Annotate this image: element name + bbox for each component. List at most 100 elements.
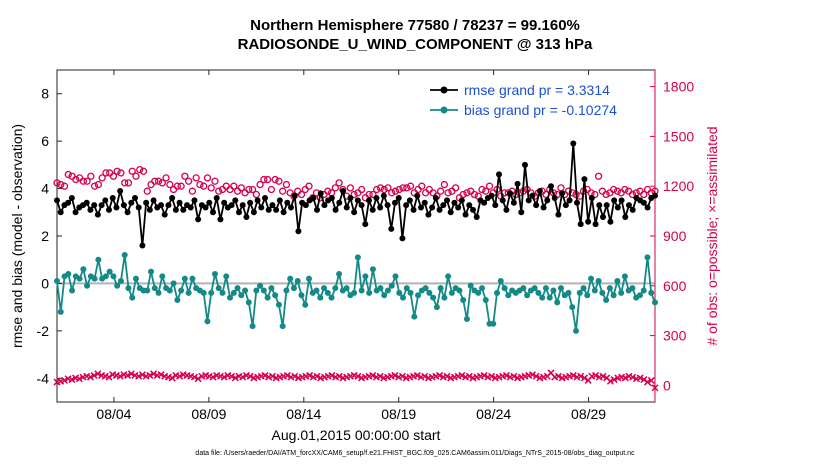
left-tick-label: -2 xyxy=(37,323,50,339)
data-file-footer: data file: /Users/raeder/DAI/ATM_forcXX/… xyxy=(195,450,635,457)
obs-assimilated-point xyxy=(554,372,562,380)
bias-point xyxy=(268,285,275,292)
obs-assimilated-point xyxy=(640,376,648,384)
rmse-point xyxy=(362,221,369,228)
obs-possible-point xyxy=(151,177,159,185)
bias-point xyxy=(467,282,474,289)
obs-possible-point xyxy=(245,185,253,194)
bias-point xyxy=(110,273,117,280)
obs-assimilated-point xyxy=(306,371,314,379)
rmse-point xyxy=(158,202,164,209)
obs-possible-point xyxy=(173,182,182,190)
rmse-point xyxy=(91,202,98,209)
obs-possible-point xyxy=(98,174,106,182)
rmse-point xyxy=(618,197,625,204)
bias-point xyxy=(573,327,580,334)
obs-possible-point xyxy=(263,175,272,184)
chart-title: Northern Hemisphere 77580 / 78237 = 99.1… xyxy=(250,17,580,34)
obs-assimilated-point xyxy=(465,372,473,380)
obs-possible-point xyxy=(369,190,377,199)
right-tick-label: 1800 xyxy=(663,79,694,95)
rmse-point xyxy=(518,209,525,216)
obs-possible-point xyxy=(237,184,245,192)
obs-assimilated-point xyxy=(194,375,202,383)
obs-possible-point xyxy=(459,190,467,199)
bias-point xyxy=(57,308,64,315)
rmse-point xyxy=(291,192,298,199)
obs-assimilated-point xyxy=(146,371,154,379)
obs-assimilated-point xyxy=(369,371,377,379)
rmse-point xyxy=(600,214,606,221)
bias-point xyxy=(253,287,260,294)
bias-point xyxy=(531,285,538,292)
rmse-point xyxy=(124,209,131,216)
rmse-point xyxy=(388,225,395,232)
rmse-point xyxy=(258,204,265,211)
obs-possible-point xyxy=(452,184,460,192)
bias-point xyxy=(324,289,331,296)
obs-possible-point xyxy=(128,167,136,175)
rmse-point xyxy=(529,192,536,199)
obs-assimilated-point xyxy=(135,372,143,380)
rmse-point xyxy=(496,171,502,178)
bias-point xyxy=(392,273,399,280)
rmse-point xyxy=(102,197,109,204)
bias-point xyxy=(501,285,508,292)
bias-point xyxy=(569,304,576,311)
obs-possible-point xyxy=(324,187,332,195)
bias-point xyxy=(125,285,132,292)
obs-possible-point xyxy=(211,177,219,185)
obs-possible-point xyxy=(188,187,197,195)
rmse-point xyxy=(451,199,458,206)
bias-point xyxy=(185,289,192,296)
rmse-point xyxy=(406,197,413,204)
rmse-point xyxy=(332,206,339,213)
obs-assimilated-point xyxy=(90,371,98,379)
obs-possible-point xyxy=(485,182,494,190)
obs-assimilated-point xyxy=(220,373,228,381)
obs-assimilated-point xyxy=(261,371,269,379)
rmse-point xyxy=(195,216,202,223)
obs-possible-point xyxy=(252,190,260,199)
obs-assimilated-point xyxy=(127,370,135,378)
bias-point xyxy=(520,285,527,292)
bias-point xyxy=(441,294,448,301)
obs-possible-point xyxy=(406,182,415,190)
rmse-point xyxy=(481,199,488,206)
rmse-point xyxy=(191,197,198,204)
bias-point xyxy=(257,282,264,289)
obs-possible-point xyxy=(203,174,212,182)
rmse-point xyxy=(603,202,610,209)
obs-possible-point xyxy=(282,180,291,189)
obs-assimilated-point xyxy=(647,376,655,384)
obs-possible-point xyxy=(594,172,603,180)
rmse-point xyxy=(172,206,179,213)
rmse-point xyxy=(499,197,506,204)
obs-possible-point xyxy=(418,182,426,190)
obs-possible-point xyxy=(279,187,287,195)
rmse-point xyxy=(65,199,72,206)
rmse-point xyxy=(421,199,428,206)
legend-marker xyxy=(440,86,448,94)
obs-assimilated-point xyxy=(599,372,607,380)
obs-possible-point xyxy=(267,185,276,194)
rmse-point xyxy=(161,211,168,218)
rmse-point xyxy=(410,206,417,213)
bias-point xyxy=(129,294,136,301)
rmse-point xyxy=(525,197,532,204)
rmse-point xyxy=(135,204,142,211)
obs-assimilated-point xyxy=(268,372,276,380)
rmse-point xyxy=(328,195,335,202)
bias-point xyxy=(618,289,625,296)
rmse-point xyxy=(399,235,406,242)
obs-possible-point xyxy=(380,185,388,194)
obs-possible-point xyxy=(207,184,215,192)
obs-possible-point xyxy=(72,175,80,184)
bias-point xyxy=(629,285,636,292)
obs-possible-point xyxy=(640,190,648,199)
rmse-point xyxy=(347,195,354,202)
obs-assimilated-point xyxy=(116,372,124,380)
obs-possible-point xyxy=(192,174,200,182)
obs-possible-point xyxy=(230,182,238,190)
bias-point xyxy=(606,285,613,292)
